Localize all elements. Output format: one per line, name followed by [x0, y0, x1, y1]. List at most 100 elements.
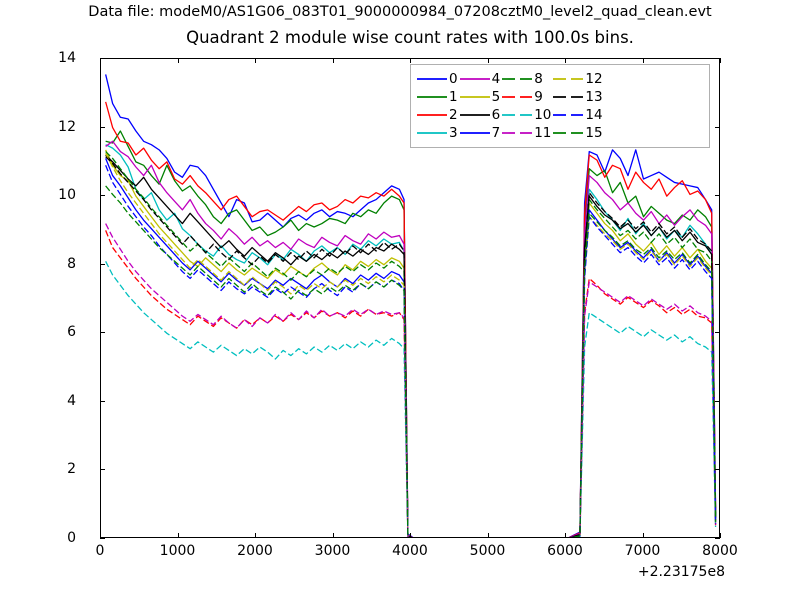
series-line-1: [105, 130, 717, 537]
x-tick-mark: [642, 58, 644, 63]
legend-label-2[interactable]: 2: [449, 107, 458, 123]
y-tick-label: 6: [67, 324, 76, 341]
legend-line-icon: [553, 78, 584, 80]
y-tick-label: 8: [67, 255, 76, 272]
series-line-9: [105, 230, 717, 537]
x-tick-mark: [332, 58, 334, 63]
legend-line-icon: [459, 96, 490, 98]
legend-label-12[interactable]: 12: [585, 71, 603, 87]
legend-row: 0 4 8 12: [415, 70, 603, 88]
x-tick-mark: [100, 58, 101, 63]
y-tick-label: 0: [67, 530, 76, 546]
legend-label-1[interactable]: 1: [449, 89, 458, 105]
x-tick-label: 2000: [237, 543, 273, 559]
legend-label-7[interactable]: 7: [491, 125, 501, 141]
legend-swatch-5: [458, 88, 492, 106]
x-tick-mark: [720, 58, 721, 63]
x-tick-mark: [410, 58, 411, 63]
legend-label-15[interactable]: 15: [585, 125, 603, 141]
y-tick-label: 4: [67, 392, 76, 409]
x-tick-mark: [565, 533, 566, 538]
legend-label-11[interactable]: 11: [534, 125, 552, 141]
legend-line-icon: [459, 132, 490, 134]
legend-line-icon: [502, 114, 533, 116]
x-tick-mark: [487, 533, 489, 538]
legend-swatch-7: [458, 124, 492, 142]
legend-label-9[interactable]: 9: [534, 89, 543, 105]
legend-line-icon: [553, 114, 584, 116]
y-tick-mark: [100, 195, 105, 197]
series-line-3: [105, 144, 717, 537]
legend-row: 3 7 11 15: [415, 124, 603, 142]
legend-swatch-3: [415, 124, 449, 142]
legend-row: 1 5 9 13: [415, 88, 603, 106]
y-tick-mark: [100, 469, 105, 471]
legend-line-icon: [553, 96, 584, 98]
legend-line-icon: [502, 78, 533, 80]
x-tick-mark: [487, 58, 489, 63]
legend-label-3[interactable]: 3: [449, 125, 458, 141]
legend-table: 0 4 8 12 1 5 9 13 2 6 10 14 3 7 11 15: [415, 70, 603, 142]
data-file-label: Data file: modeM0/AS1G06_083T01_90000009…: [88, 4, 712, 20]
series-line-4: [105, 140, 717, 537]
y-tick-mark: [715, 195, 720, 197]
y-tick-mark: [100, 126, 105, 128]
legend-swatch-13: [551, 88, 585, 106]
series-line-12: [105, 152, 717, 537]
legend-line-icon: [417, 132, 447, 134]
x-tick-mark: [332, 533, 334, 538]
legend-label-0[interactable]: 0: [449, 71, 458, 87]
legend-row: 2 6 10 14: [415, 106, 603, 124]
y-tick-mark: [100, 332, 105, 334]
series-line-13: [105, 156, 717, 537]
legend-label-10[interactable]: 10: [534, 107, 552, 123]
x-tick-mark: [100, 533, 101, 538]
x-tick-label: 8000: [702, 543, 738, 559]
x-tick-label: 7000: [624, 543, 661, 559]
legend-swatch-10: [500, 106, 534, 124]
legend-swatch-11: [500, 124, 534, 142]
legend-swatch-1: [415, 88, 449, 106]
y-tick-mark: [715, 400, 720, 402]
x-tick-mark: [720, 533, 721, 538]
legend-box[interactable]: 0 4 8 12 1 5 9 13 2 6 10 14 3 7 11 15: [410, 64, 710, 148]
series-line-2: [105, 101, 717, 537]
series-line-10: [105, 260, 717, 537]
legend-label-6[interactable]: 6: [491, 107, 501, 123]
chart-title: Quadrant 2 module wise count rates with …: [186, 28, 634, 47]
legend-label-4[interactable]: 4: [491, 71, 501, 87]
legend-label-13[interactable]: 13: [585, 89, 603, 105]
y-tick-mark: [715, 469, 720, 471]
series-line-6: [105, 154, 717, 537]
y-tick-mark: [100, 263, 105, 265]
series-line-5: [105, 149, 717, 537]
legend-label-14[interactable]: 14: [585, 107, 603, 123]
y-tick-label: 14: [58, 50, 76, 66]
x-tick-mark: [410, 533, 411, 538]
y-tick-mark: [715, 538, 720, 539]
x-tick-mark: [255, 533, 256, 538]
y-tick-mark: [715, 126, 720, 128]
legend-line-icon: [417, 114, 447, 116]
series-line-0: [105, 74, 717, 537]
y-tick-mark: [100, 58, 105, 59]
legend-line-icon: [502, 96, 533, 98]
plot-lines: [105, 74, 717, 537]
x-tick-label: 5000: [469, 543, 506, 559]
series-line-7: [105, 158, 717, 537]
x-tick-mark: [565, 58, 566, 63]
legend-swatch-8: [500, 70, 534, 88]
legend-swatch-0: [415, 70, 449, 88]
legend-line-icon: [553, 132, 584, 134]
x-tick-label: 3000: [314, 543, 351, 559]
legend-line-icon: [459, 78, 490, 80]
legend-label-5[interactable]: 5: [491, 89, 501, 105]
x-axis-offset-label: +2.23175e8: [637, 564, 725, 580]
legend-label-8[interactable]: 8: [534, 71, 543, 87]
x-tick-label: 1000: [159, 543, 196, 559]
y-tick-label: 2: [67, 461, 76, 478]
y-tick-mark: [100, 400, 105, 402]
x-tick-label: 6000: [547, 543, 583, 559]
legend-swatch-15: [551, 124, 585, 142]
x-tick-mark: [177, 58, 179, 63]
